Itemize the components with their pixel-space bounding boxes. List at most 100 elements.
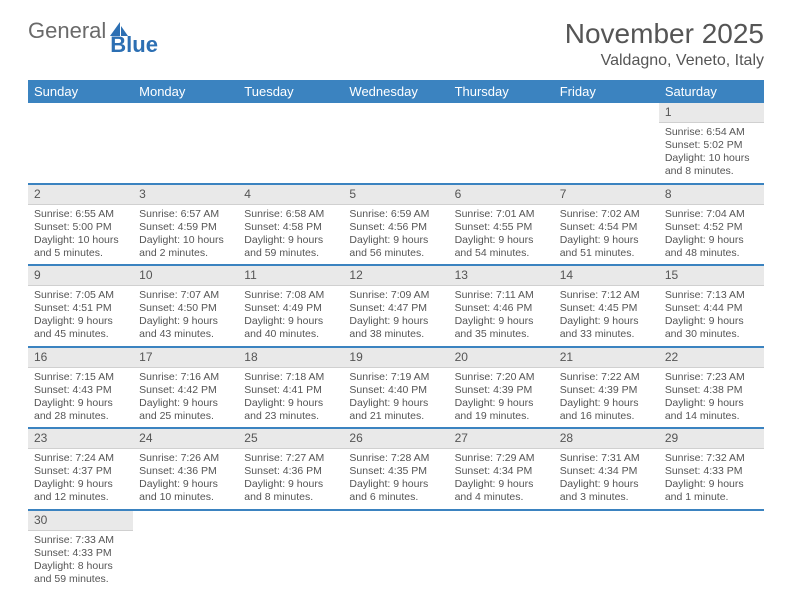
- daylight-text: Daylight: 9 hours and 43 minutes.: [139, 315, 232, 341]
- sunset-text: Sunset: 4:42 PM: [139, 384, 232, 397]
- daylight-text: Daylight: 9 hours and 33 minutes.: [560, 315, 653, 341]
- day-number: 2: [28, 185, 133, 205]
- day-number: 16: [28, 348, 133, 368]
- calendar-cell: 22Sunrise: 7:23 AMSunset: 4:38 PMDayligh…: [659, 347, 764, 429]
- daylight-text: Daylight: 10 hours and 5 minutes.: [34, 234, 127, 260]
- day-content: Sunrise: 7:04 AMSunset: 4:52 PMDaylight:…: [659, 205, 764, 265]
- sunset-text: Sunset: 4:55 PM: [455, 221, 548, 234]
- calendar-week-row: 23Sunrise: 7:24 AMSunset: 4:37 PMDayligh…: [28, 428, 764, 510]
- calendar-cell: 13Sunrise: 7:11 AMSunset: 4:46 PMDayligh…: [449, 265, 554, 347]
- sunset-text: Sunset: 4:39 PM: [455, 384, 548, 397]
- location-subtitle: Valdagno, Veneto, Italy: [565, 52, 764, 70]
- calendar-cell: [343, 510, 448, 591]
- calendar-cell: [238, 510, 343, 591]
- calendar-cell: [659, 510, 764, 591]
- calendar-cell: [133, 510, 238, 591]
- calendar-cell: 3Sunrise: 6:57 AMSunset: 4:59 PMDaylight…: [133, 184, 238, 266]
- day-number: 19: [343, 348, 448, 368]
- sunset-text: Sunset: 4:36 PM: [139, 465, 232, 478]
- sunrise-text: Sunrise: 7:20 AM: [455, 371, 548, 384]
- day-content: Sunrise: 7:27 AMSunset: 4:36 PMDaylight:…: [238, 449, 343, 509]
- calendar-cell: [449, 510, 554, 591]
- sunset-text: Sunset: 5:02 PM: [665, 139, 758, 152]
- sunrise-text: Sunrise: 7:22 AM: [560, 371, 653, 384]
- sunset-text: Sunset: 4:41 PM: [244, 384, 337, 397]
- day-content: Sunrise: 7:20 AMSunset: 4:39 PMDaylight:…: [449, 368, 554, 428]
- weekday-header: Friday: [554, 80, 659, 103]
- calendar-cell: 14Sunrise: 7:12 AMSunset: 4:45 PMDayligh…: [554, 265, 659, 347]
- daylight-text: Daylight: 9 hours and 6 minutes.: [349, 478, 442, 504]
- daylight-text: Daylight: 9 hours and 51 minutes.: [560, 234, 653, 260]
- calendar-cell: 29Sunrise: 7:32 AMSunset: 4:33 PMDayligh…: [659, 428, 764, 510]
- day-content: Sunrise: 7:07 AMSunset: 4:50 PMDaylight:…: [133, 286, 238, 346]
- sunset-text: Sunset: 4:33 PM: [34, 547, 127, 560]
- day-content: Sunrise: 7:11 AMSunset: 4:46 PMDaylight:…: [449, 286, 554, 346]
- daylight-text: Daylight: 9 hours and 56 minutes.: [349, 234, 442, 260]
- sunrise-text: Sunrise: 6:59 AM: [349, 208, 442, 221]
- calendar-cell: 20Sunrise: 7:20 AMSunset: 4:39 PMDayligh…: [449, 347, 554, 429]
- day-number: 8: [659, 185, 764, 205]
- daylight-text: Daylight: 9 hours and 28 minutes.: [34, 397, 127, 423]
- day-number: 17: [133, 348, 238, 368]
- calendar-cell: 2Sunrise: 6:55 AMSunset: 5:00 PMDaylight…: [28, 184, 133, 266]
- day-number: 1: [659, 103, 764, 123]
- calendar-cell: [343, 103, 448, 184]
- sunset-text: Sunset: 4:44 PM: [665, 302, 758, 315]
- calendar-cell: 9Sunrise: 7:05 AMSunset: 4:51 PMDaylight…: [28, 265, 133, 347]
- day-content: Sunrise: 7:12 AMSunset: 4:45 PMDaylight:…: [554, 286, 659, 346]
- daylight-text: Daylight: 9 hours and 3 minutes.: [560, 478, 653, 504]
- day-content: Sunrise: 6:59 AMSunset: 4:56 PMDaylight:…: [343, 205, 448, 265]
- sunset-text: Sunset: 4:50 PM: [139, 302, 232, 315]
- sunset-text: Sunset: 4:40 PM: [349, 384, 442, 397]
- day-content: Sunrise: 7:02 AMSunset: 4:54 PMDaylight:…: [554, 205, 659, 265]
- sunrise-text: Sunrise: 7:12 AM: [560, 289, 653, 302]
- daylight-text: Daylight: 9 hours and 35 minutes.: [455, 315, 548, 341]
- day-number: 15: [659, 266, 764, 286]
- sunset-text: Sunset: 4:52 PM: [665, 221, 758, 234]
- sunrise-text: Sunrise: 7:09 AM: [349, 289, 442, 302]
- sunrise-text: Sunrise: 7:13 AM: [665, 289, 758, 302]
- sunrise-text: Sunrise: 7:33 AM: [34, 534, 127, 547]
- sunset-text: Sunset: 4:34 PM: [560, 465, 653, 478]
- calendar-cell: 15Sunrise: 7:13 AMSunset: 4:44 PMDayligh…: [659, 265, 764, 347]
- sunrise-text: Sunrise: 7:29 AM: [455, 452, 548, 465]
- sunset-text: Sunset: 4:59 PM: [139, 221, 232, 234]
- calendar-cell: 26Sunrise: 7:28 AMSunset: 4:35 PMDayligh…: [343, 428, 448, 510]
- weekday-header-row: Sunday Monday Tuesday Wednesday Thursday…: [28, 80, 764, 103]
- day-number: 12: [343, 266, 448, 286]
- calendar-cell: 7Sunrise: 7:02 AMSunset: 4:54 PMDaylight…: [554, 184, 659, 266]
- daylight-text: Daylight: 9 hours and 40 minutes.: [244, 315, 337, 341]
- sunrise-text: Sunrise: 7:28 AM: [349, 452, 442, 465]
- page-title: November 2025: [565, 18, 764, 50]
- calendar-cell: 27Sunrise: 7:29 AMSunset: 4:34 PMDayligh…: [449, 428, 554, 510]
- day-content: Sunrise: 6:54 AMSunset: 5:02 PMDaylight:…: [659, 123, 764, 183]
- day-number: 28: [554, 429, 659, 449]
- day-content: Sunrise: 7:28 AMSunset: 4:35 PMDaylight:…: [343, 449, 448, 509]
- day-number: 7: [554, 185, 659, 205]
- day-number: 14: [554, 266, 659, 286]
- daylight-text: Daylight: 9 hours and 12 minutes.: [34, 478, 127, 504]
- weekday-header: Sunday: [28, 80, 133, 103]
- day-content: Sunrise: 6:57 AMSunset: 4:59 PMDaylight:…: [133, 205, 238, 265]
- weekday-header: Saturday: [659, 80, 764, 103]
- calendar-cell: [449, 103, 554, 184]
- day-content: Sunrise: 7:23 AMSunset: 4:38 PMDaylight:…: [659, 368, 764, 428]
- sunrise-text: Sunrise: 7:15 AM: [34, 371, 127, 384]
- day-content: Sunrise: 7:08 AMSunset: 4:49 PMDaylight:…: [238, 286, 343, 346]
- day-number: 22: [659, 348, 764, 368]
- day-number: 25: [238, 429, 343, 449]
- calendar-cell: 30Sunrise: 7:33 AMSunset: 4:33 PMDayligh…: [28, 510, 133, 591]
- calendar-cell: 23Sunrise: 7:24 AMSunset: 4:37 PMDayligh…: [28, 428, 133, 510]
- calendar-cell: 12Sunrise: 7:09 AMSunset: 4:47 PMDayligh…: [343, 265, 448, 347]
- day-number: 10: [133, 266, 238, 286]
- calendar-cell: 4Sunrise: 6:58 AMSunset: 4:58 PMDaylight…: [238, 184, 343, 266]
- calendar-cell: 28Sunrise: 7:31 AMSunset: 4:34 PMDayligh…: [554, 428, 659, 510]
- day-number: 3: [133, 185, 238, 205]
- day-number: 27: [449, 429, 554, 449]
- daylight-text: Daylight: 10 hours and 2 minutes.: [139, 234, 232, 260]
- sunrise-text: Sunrise: 7:11 AM: [455, 289, 548, 302]
- day-number: 29: [659, 429, 764, 449]
- day-number: 21: [554, 348, 659, 368]
- sunrise-text: Sunrise: 7:23 AM: [665, 371, 758, 384]
- weekday-header: Thursday: [449, 80, 554, 103]
